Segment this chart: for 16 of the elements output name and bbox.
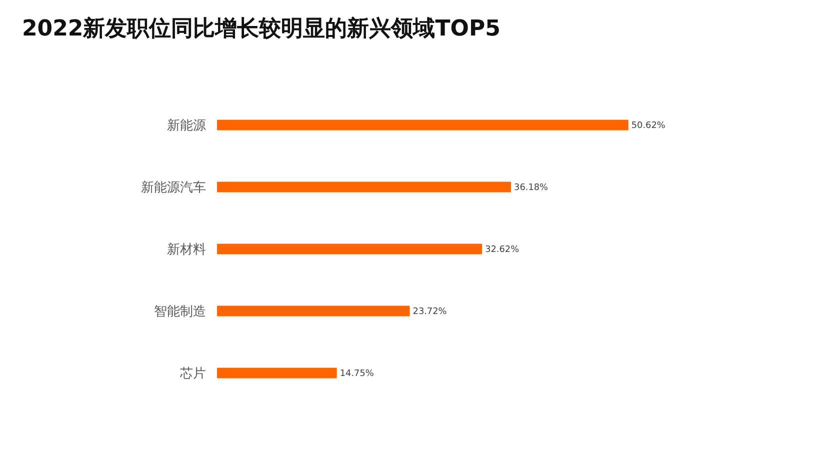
y-tick-label: 新材料	[167, 242, 206, 258]
bar	[217, 182, 512, 192]
y-tick-label: 芯片	[179, 366, 206, 382]
y-tick-label: 智能制造	[154, 304, 206, 320]
bar	[217, 368, 337, 378]
bar	[217, 120, 628, 130]
bar	[217, 306, 410, 316]
y-tick-label: 新能源	[167, 118, 206, 134]
data-label: 32.62%	[485, 244, 520, 255]
data-label: 23.72%	[412, 306, 447, 317]
data-label: 50.62%	[631, 120, 666, 131]
data-label: 14.75%	[340, 368, 374, 379]
data-label: 36.18%	[514, 182, 548, 193]
chart-title: 2022新发职位同比增长较明显的新兴领域TOP5	[22, 16, 500, 42]
bar	[217, 244, 482, 254]
y-tick-label: 新能源汽车	[141, 180, 206, 196]
